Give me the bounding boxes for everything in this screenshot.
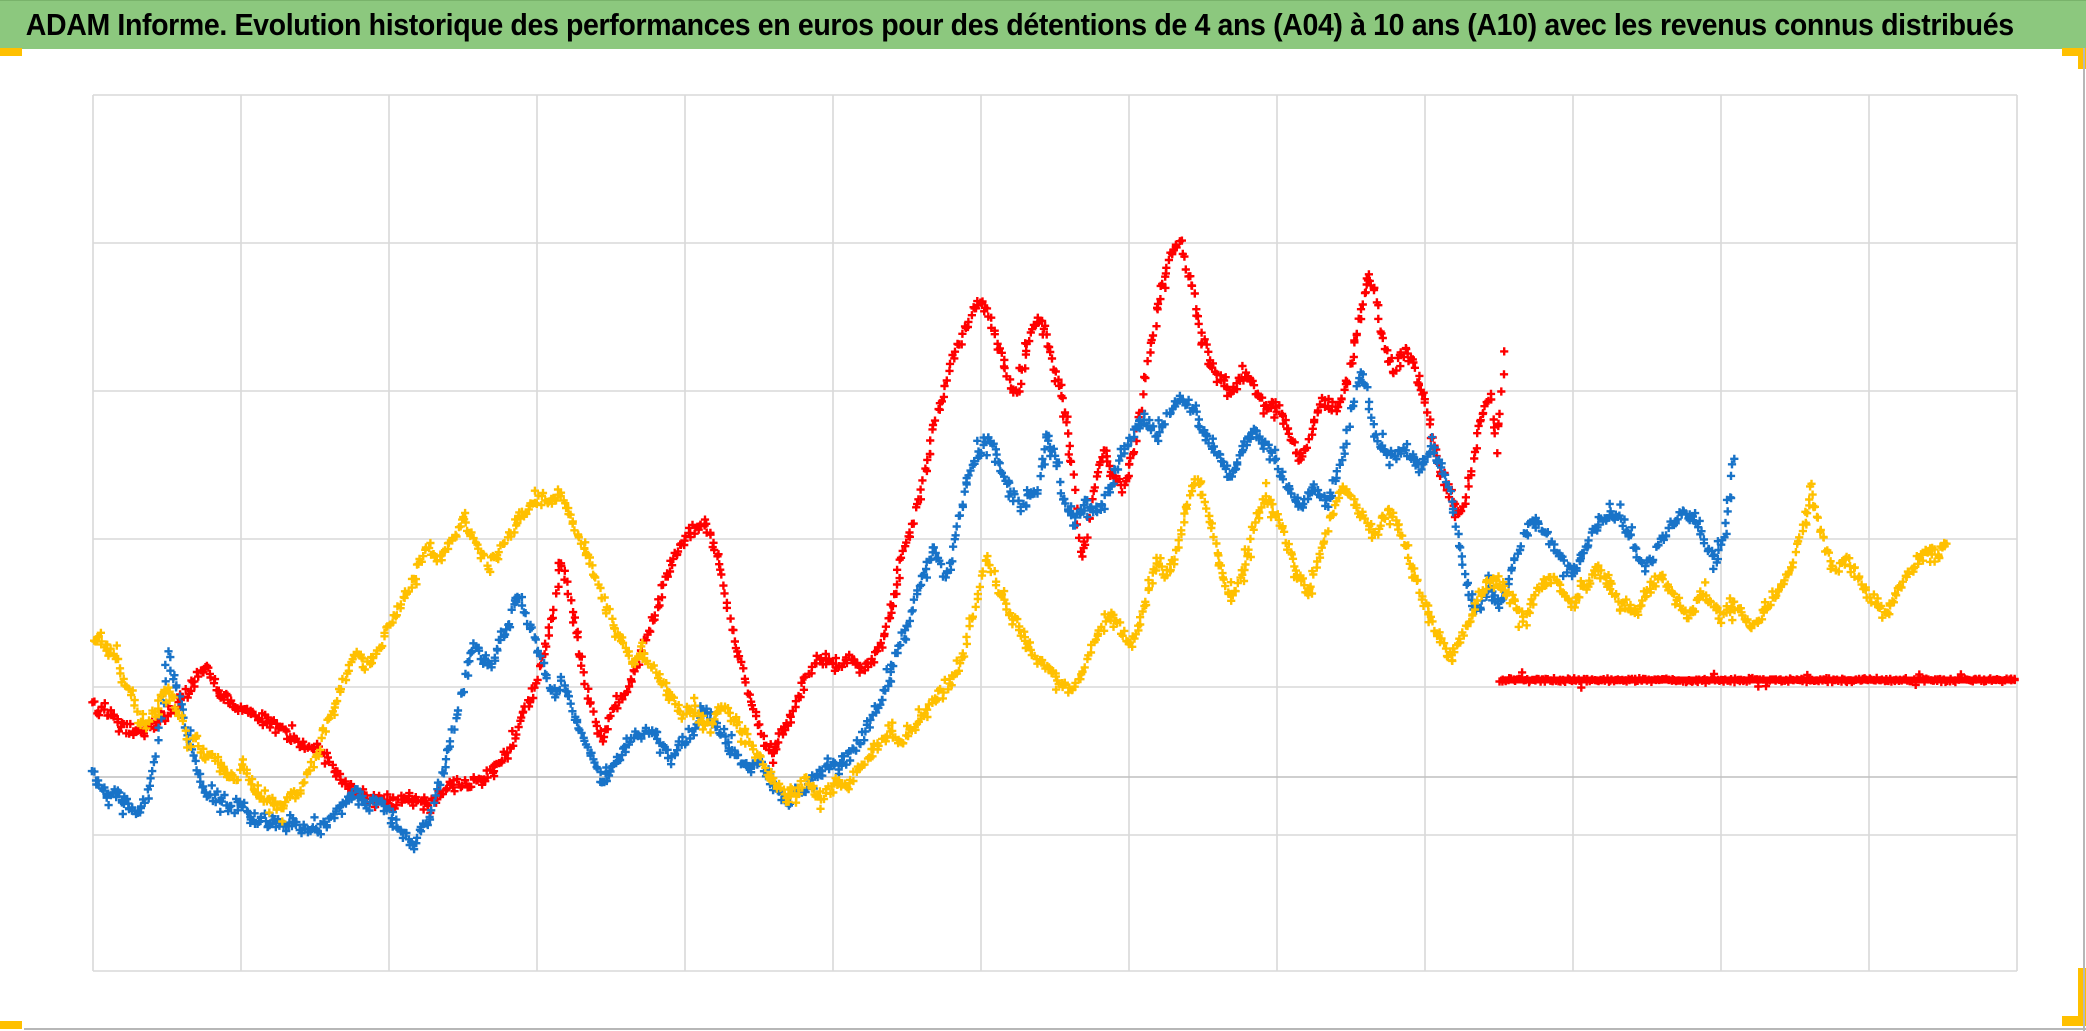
corner-mark-bottom-right-vertical bbox=[2078, 968, 2086, 1026]
corner-mark-top-left bbox=[0, 48, 22, 56]
screen-edge-line-right bbox=[2083, 48, 2085, 1031]
screen-edge-line-bottom bbox=[24, 1028, 2086, 1030]
report-title-bar: ADAM Informe. Evolution historique des p… bbox=[0, 0, 2086, 49]
report-title: ADAM Informe. Evolution historique des p… bbox=[25, 7, 2014, 42]
corner-mark-top-right-vertical bbox=[2078, 48, 2086, 69]
red-series bbox=[88, 236, 2019, 817]
gold-series bbox=[90, 475, 1951, 826]
corner-mark-top-right-horizontal bbox=[2062, 48, 2086, 56]
blue-series bbox=[87, 368, 1739, 854]
corner-mark-bottom-left bbox=[0, 1021, 22, 1029]
corner-mark-bottom-right-horizontal bbox=[2062, 1016, 2086, 1026]
